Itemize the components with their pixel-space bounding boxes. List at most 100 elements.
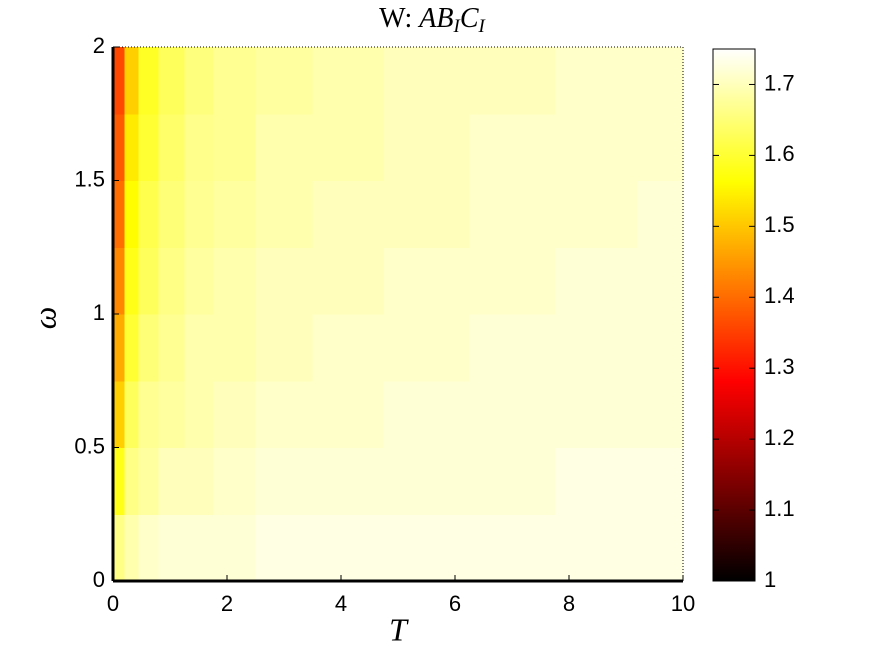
colorbar — [712, 48, 756, 582]
heat-cell — [158, 314, 185, 382]
heat-cell — [312, 314, 385, 382]
heat-cell — [212, 180, 257, 248]
heat-cell — [637, 447, 684, 515]
heat-cell — [637, 314, 684, 382]
heat-cell — [212, 113, 257, 182]
y-tick-label: 0.5 — [74, 433, 105, 458]
heat-cell — [124, 514, 140, 582]
colorbar-tick-label: 1.3 — [764, 354, 795, 379]
x-tick-label: 0 — [107, 591, 119, 616]
heat-cell — [212, 47, 257, 115]
heat-cell — [113, 113, 125, 182]
heat-cell — [113, 247, 125, 315]
heat-cell — [113, 380, 125, 449]
heat-cell — [158, 247, 185, 315]
heat-cell — [255, 514, 314, 582]
y-tick-label: 0 — [93, 567, 105, 592]
heat-cell — [158, 180, 185, 248]
heat-cell — [113, 314, 125, 382]
heat-cell — [383, 514, 470, 582]
x-tick-label: 10 — [671, 591, 695, 616]
y-axis-label: ω — [26, 307, 62, 330]
heat-cell — [158, 514, 185, 582]
heat-cell — [637, 113, 684, 182]
heat-cell — [255, 247, 314, 315]
heat-cell — [184, 47, 214, 115]
chart-title: W: ABICI — [379, 3, 486, 37]
heat-cell — [554, 47, 638, 115]
x-tick-label: 2 — [221, 591, 233, 616]
heat-cell — [554, 113, 638, 182]
heat-cell — [138, 314, 160, 382]
heat-cell — [469, 314, 556, 382]
heat-cell — [383, 180, 470, 248]
heat-cell — [255, 180, 314, 248]
heat-cell — [158, 380, 185, 449]
x-tick-label: 4 — [335, 591, 347, 616]
heat-cell — [637, 514, 684, 582]
heat-cell — [124, 380, 140, 449]
heat-cell — [637, 380, 684, 449]
heat-cell — [554, 447, 638, 515]
heat-cell — [383, 47, 470, 115]
heat-cell — [138, 47, 160, 115]
heat-cell — [158, 113, 185, 182]
heat-cell — [113, 447, 125, 515]
heat-cell — [184, 180, 214, 248]
heat-cell — [212, 314, 257, 382]
heat-cell — [184, 447, 214, 515]
heat-cell — [554, 314, 638, 382]
x-axis-label: T — [389, 611, 409, 647]
heat-cell — [383, 314, 470, 382]
heat-cell — [184, 314, 214, 382]
heat-cell — [312, 514, 385, 582]
heat-cell — [469, 47, 556, 115]
heat-cell — [124, 180, 140, 248]
heat-cell — [212, 247, 257, 315]
heat-cell — [469, 113, 556, 182]
colorbar-tick-label: 1.1 — [764, 496, 795, 521]
heat-cell — [637, 180, 684, 248]
heat-cell — [312, 113, 385, 182]
y-tick-label: 2 — [93, 33, 105, 58]
heat-cell — [469, 180, 556, 248]
x-tick-label: 8 — [563, 591, 575, 616]
heat-cell — [138, 113, 160, 182]
heat-cell — [212, 514, 257, 582]
heat-cell — [469, 380, 556, 449]
heat-cell — [138, 447, 160, 515]
heat-cell — [124, 314, 140, 382]
heat-cell — [113, 47, 125, 115]
heat-cell — [255, 380, 314, 449]
heat-cell — [383, 380, 470, 449]
heat-cell — [124, 47, 140, 115]
heat-cell — [383, 447, 470, 515]
heat-cell — [255, 47, 314, 115]
colorbar-tick-label: 1.5 — [764, 212, 795, 237]
heat-cell — [554, 247, 638, 315]
heat-cell — [124, 113, 140, 182]
heat-cell — [138, 180, 160, 248]
colorbar-tick-label: 1.4 — [764, 283, 795, 308]
colorbar-tick-label: 1.7 — [764, 70, 795, 95]
y-tick-label: 1.5 — [74, 166, 105, 191]
heat-cell — [255, 314, 314, 382]
heat-cell — [383, 113, 470, 182]
heat-cell — [184, 247, 214, 315]
heat-cell — [469, 514, 556, 582]
heat-cell — [124, 247, 140, 315]
heat-cell — [383, 247, 470, 315]
heat-cell — [637, 47, 684, 115]
heat-cell — [312, 47, 385, 115]
heat-cell — [212, 380, 257, 449]
heat-cell — [312, 380, 385, 449]
heat-cell — [158, 447, 185, 515]
heat-cell — [184, 514, 214, 582]
heat-cell — [138, 247, 160, 315]
colorbar-tick-label: 1 — [764, 567, 776, 592]
colorbar-tick-label: 1.6 — [764, 141, 795, 166]
title-prefix: W: — [379, 3, 412, 34]
heat-cell — [469, 247, 556, 315]
heat-cell — [158, 47, 185, 115]
heat-cell — [212, 447, 257, 515]
